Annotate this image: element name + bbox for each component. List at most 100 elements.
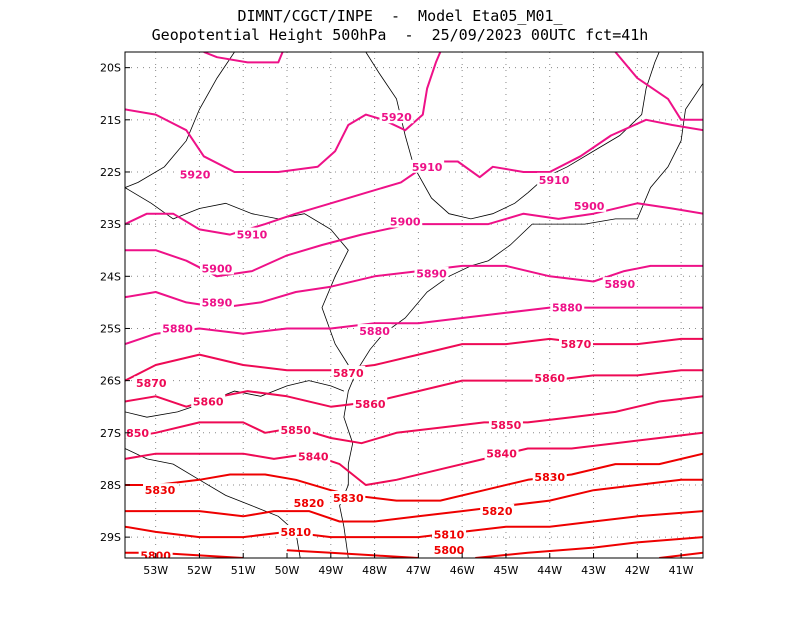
contour-5880 — [125, 306, 703, 346]
contour-label-background — [410, 159, 445, 173]
lat-tick-label: 22S — [100, 166, 121, 179]
contour-label-background — [559, 337, 594, 351]
coastline — [125, 380, 345, 418]
contour-label: 5860 — [534, 372, 565, 385]
map-title-line-2: Geopotential Height 500hPa - 25/09/2023 … — [151, 26, 649, 44]
contour-label: 5840 — [486, 448, 517, 461]
lat-tick-label: 25S — [100, 322, 121, 335]
contour-label-background — [134, 376, 169, 390]
contour-label-background — [199, 295, 234, 309]
contour-label-background — [379, 110, 414, 124]
contour-layer — [125, 52, 703, 558]
contour-label: 5880 — [552, 302, 583, 315]
contour-label: 5810 — [434, 529, 465, 542]
contour-5790 — [475, 536, 703, 558]
coastline — [365, 52, 529, 220]
axis-ticks: 20S 21S 22S 23S 24S 25S 26S 27S 28S 29S 53W 52W 51W 5… — [100, 62, 694, 577]
contour-label-background — [537, 172, 572, 186]
contour-label-background — [488, 417, 523, 431]
lat-tick-label: 29S — [100, 531, 121, 544]
contour-label-background — [296, 449, 331, 463]
lon-tick-label: 43W — [581, 564, 606, 577]
contour-label: 5860 — [193, 396, 224, 409]
lon-tick-label: 44W — [537, 564, 562, 577]
contour-label-background — [572, 198, 607, 212]
contour-label: 5850 — [118, 427, 149, 440]
contour-label-background — [602, 277, 637, 291]
contour-5830 — [125, 452, 703, 502]
contour-label: 5850 — [491, 419, 522, 432]
contour-label: 5880 — [359, 325, 390, 338]
contour-5840 — [125, 431, 703, 486]
contour-label: 5800 — [434, 544, 465, 557]
contour-label: 5910 — [237, 229, 268, 242]
contour-label-layer: 5920 5920 5910 5910 5910 5900 5900 5900 5890 5890… — [118, 110, 637, 558]
lat-tick-label: 21S — [100, 114, 121, 127]
lat-tick-label: 27S — [100, 427, 121, 440]
lon-tick-label: 46W — [450, 564, 475, 577]
map-title-line-1: DIMNT/CGCT/INPE - Model Eta05_M01_ — [237, 7, 563, 25]
contour-label: 5900 — [390, 216, 421, 229]
contour-label-background — [291, 496, 326, 510]
contour-5920 — [125, 52, 442, 173]
contour-label: 5910 — [412, 161, 443, 174]
contour-label: 5870 — [333, 367, 364, 380]
lon-tick-label: 51W — [231, 564, 256, 577]
contour-label: 5890 — [604, 278, 635, 291]
contour-label: 5830 — [333, 492, 364, 505]
lon-tick-label: 47W — [406, 564, 431, 577]
contour-label-background — [143, 483, 178, 497]
contour-label: 5900 — [202, 262, 233, 275]
contour-5810 — [125, 510, 703, 539]
contour-label: 5880 — [162, 322, 193, 335]
contour-label: 5920 — [180, 169, 211, 182]
lon-tick-label: 49W — [318, 564, 343, 577]
contour-label-background — [331, 491, 366, 505]
contour-label-background — [480, 504, 515, 518]
contour-5920 — [614, 52, 703, 121]
contour-label-background — [278, 423, 313, 437]
contour-label: 5820 — [482, 505, 513, 518]
contour-label: 5810 — [280, 526, 311, 539]
contour-label-background — [178, 167, 213, 181]
contour-label: 5920 — [381, 111, 412, 124]
lon-tick-label: 50W — [275, 564, 300, 577]
contour-label: 5830 — [145, 484, 176, 497]
contour-label: 5860 — [355, 398, 386, 411]
contour-label: 5900 — [574, 200, 605, 213]
lat-tick-label: 23S — [100, 218, 121, 231]
contour-5820 — [125, 478, 703, 523]
contour-label-background — [550, 300, 585, 314]
contour-label-background — [388, 214, 423, 228]
contour-label: 5870 — [561, 338, 592, 351]
contour-label-background — [331, 365, 366, 379]
lon-tick-label: 52W — [187, 564, 212, 577]
contour-label-background — [234, 227, 269, 241]
contour-5800 — [286, 549, 419, 558]
coastline — [339, 83, 703, 558]
lat-tick-label: 28S — [100, 479, 121, 492]
coastline — [125, 52, 235, 188]
contour-label-background — [532, 371, 567, 385]
contour-label-background — [432, 543, 467, 557]
lon-tick-label: 53W — [143, 564, 168, 577]
contour-5920 — [203, 52, 284, 64]
contour-label-background — [191, 394, 226, 408]
lon-tick-label: 41W — [669, 564, 694, 577]
contour-label-background — [484, 446, 519, 460]
contour-label-background — [357, 324, 392, 338]
contour-label: 5830 — [534, 471, 565, 484]
lon-tick-label: 45W — [494, 564, 519, 577]
contour-label-background — [432, 527, 467, 541]
contour-5850 — [125, 395, 703, 445]
contour-5870 — [125, 337, 703, 382]
lat-tick-label: 20S — [100, 62, 121, 75]
contour-label-background — [353, 397, 388, 411]
plot-frame — [124, 51, 704, 559]
contour-label: 5850 — [280, 424, 311, 437]
lon-tick-label: 48W — [362, 564, 387, 577]
lat-tick-label: 24S — [100, 270, 121, 283]
contour-label-background — [414, 266, 449, 280]
contour-label-background — [160, 321, 195, 335]
